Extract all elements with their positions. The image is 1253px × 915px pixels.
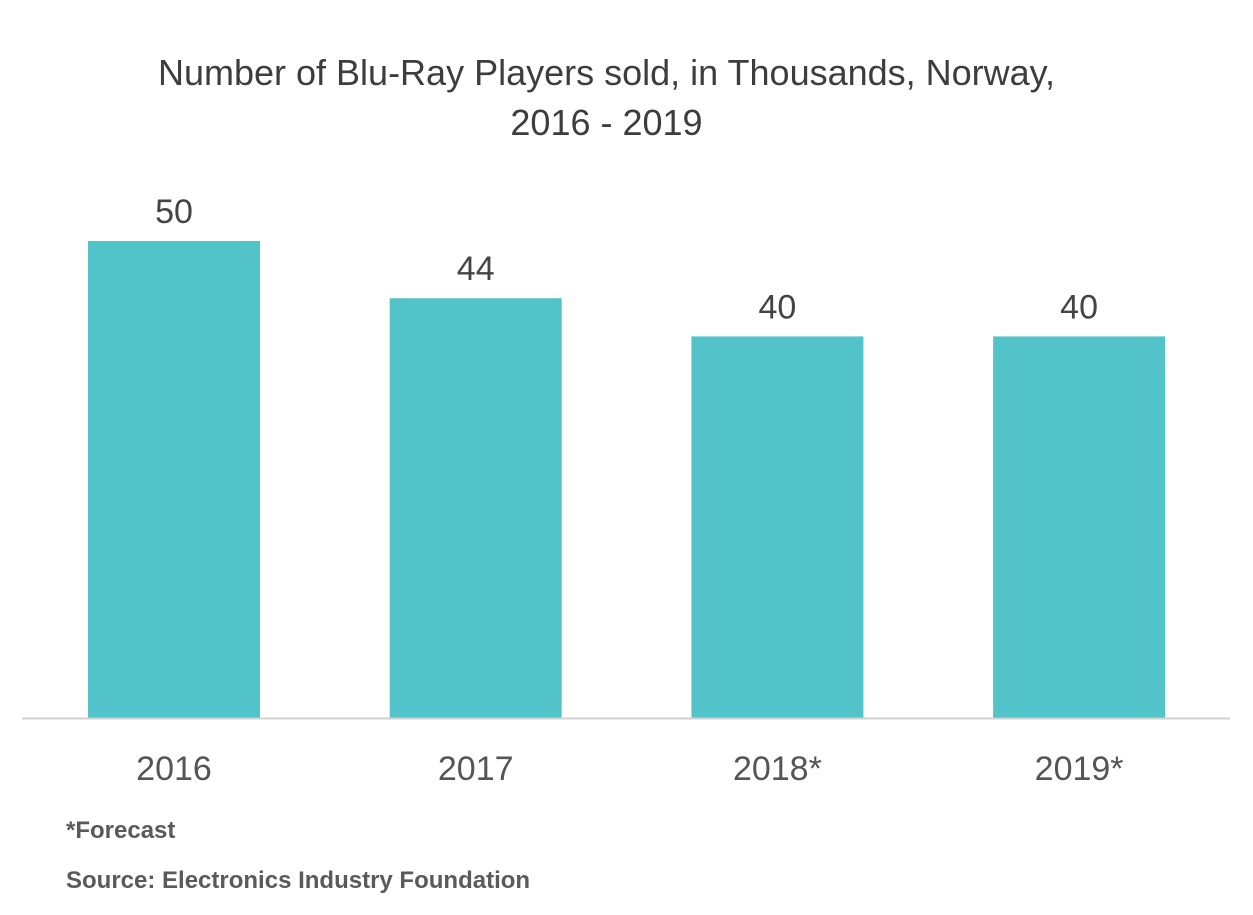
data-label: 40 [758,288,796,326]
x-tick-label: 2016 [136,750,212,788]
x-tick-label: 2018* [733,750,822,788]
forecast-note: *Forecast [66,817,176,844]
chart-title-line1: Number of Blu-Ray Players sold, in Thous… [157,52,1056,93]
bar-2019* [993,336,1166,718]
x-tick-label: 2019* [1035,750,1124,788]
bar-2017 [389,298,562,718]
bar-2018* [691,336,864,718]
data-label: 50 [155,193,193,231]
data-label: 40 [1060,288,1098,326]
data-label: 44 [457,250,495,288]
x-tick-label: 2017 [438,750,514,788]
chart-title-line2: 2016 - 2019 [510,102,703,143]
source-note: Source: Electronics Industry Foundation [66,867,531,894]
bar-2016 [88,241,260,718]
